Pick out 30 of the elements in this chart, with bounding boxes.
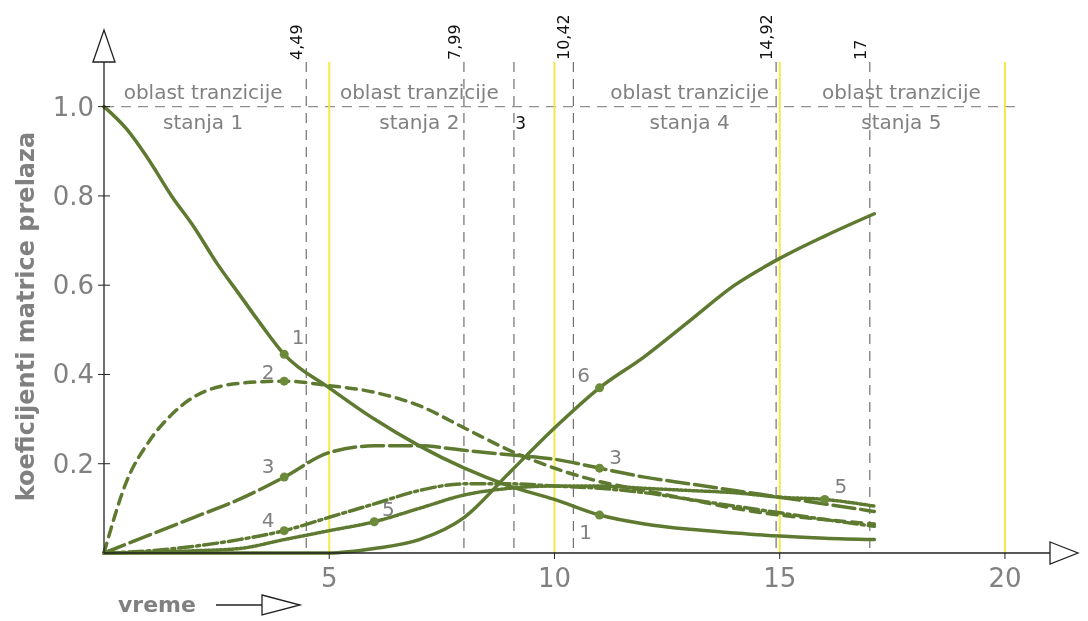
x-tick-label: 15	[763, 563, 797, 593]
ref-line-label: 14,92	[757, 14, 777, 60]
x-tick-label: 5	[320, 563, 338, 593]
y-axis-title: koeficijenti matrice prelaza	[12, 131, 40, 502]
y-tick-label: 0.4	[52, 359, 94, 390]
y-tick-label: 0.6	[52, 270, 94, 301]
annotation: 3	[261, 454, 275, 479]
annotation: 6	[577, 362, 590, 387]
annotation: 3	[609, 445, 622, 470]
x-axis-title: vreme	[118, 592, 196, 617]
x-tick-label: 10	[537, 563, 572, 593]
annotation: 2	[261, 360, 275, 385]
y-tick-label: 0.2	[52, 448, 94, 479]
annotation: oblast tranzicije stanja 2	[339, 79, 499, 134]
annotation: 4	[261, 507, 275, 532]
annotation: 5	[834, 474, 848, 499]
ref-line-label: 10,42	[554, 14, 574, 60]
annotation: 5	[381, 496, 395, 521]
x-tick-label: 20	[988, 563, 1022, 593]
ref-line-label: 4,49	[287, 24, 307, 60]
y-tick-label: 1.0	[52, 91, 94, 122]
annotation: oblast tranzicije stanja 4	[610, 79, 770, 134]
y-tick-label: 0.8	[52, 180, 94, 211]
ref-line-label: 7,99	[444, 24, 464, 60]
annotation: 3	[515, 112, 527, 133]
annotation: 1	[291, 325, 305, 350]
annotation: oblast tranzicije stanja 5	[821, 79, 981, 134]
annotation: oblast tranzicije stanja 1	[123, 79, 283, 134]
ref-line-label: 17	[850, 39, 870, 60]
annotation: 1	[579, 520, 592, 545]
